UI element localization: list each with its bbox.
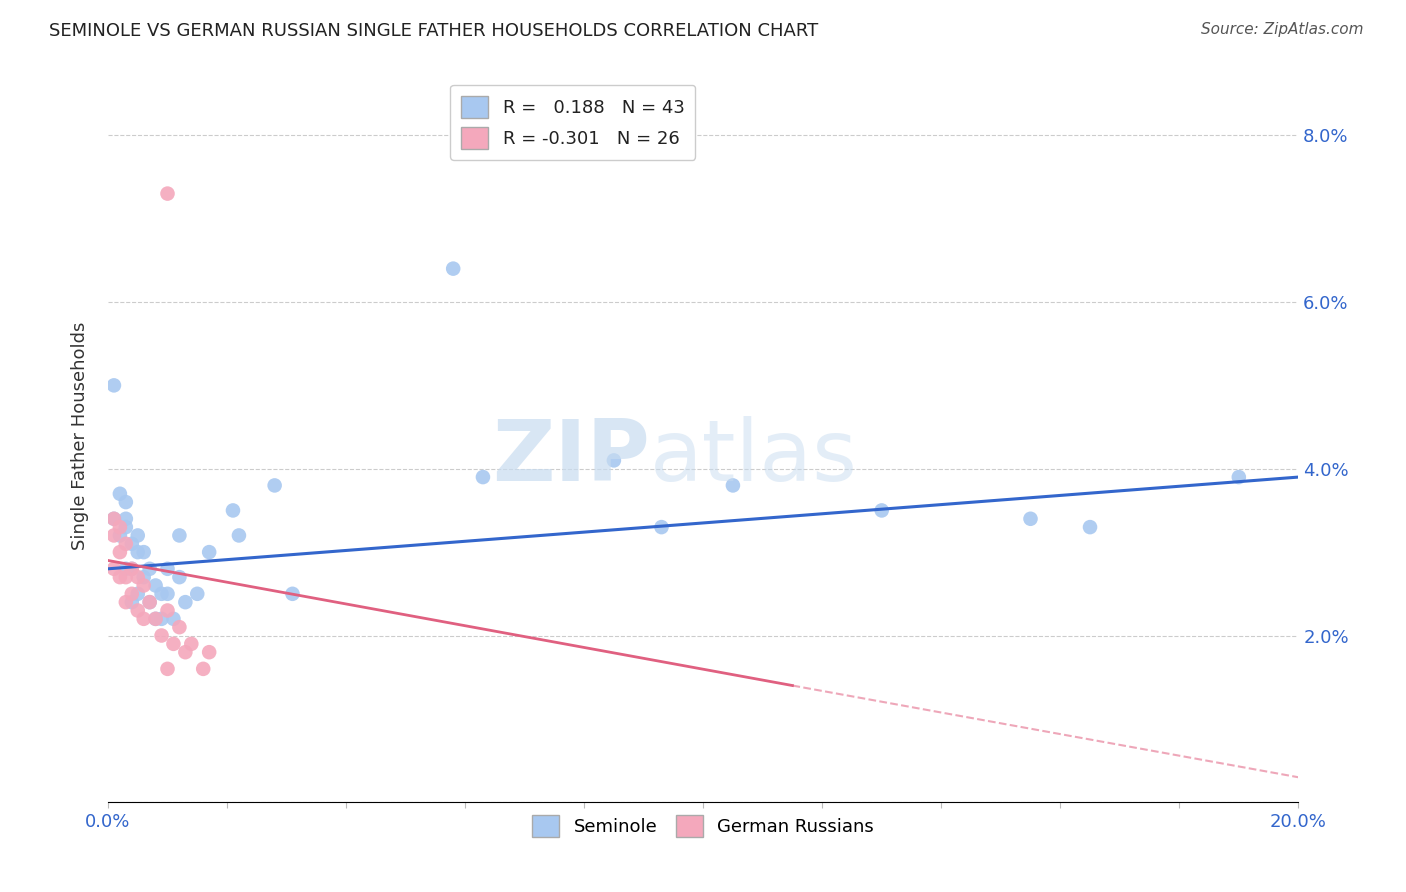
Point <box>162 612 184 626</box>
Point <box>180 637 202 651</box>
Point <box>115 595 138 609</box>
Point <box>103 512 125 526</box>
Point <box>156 587 179 601</box>
Point <box>156 603 179 617</box>
Point <box>156 186 179 201</box>
Point <box>127 570 149 584</box>
Text: Source: ZipAtlas.com: Source: ZipAtlas.com <box>1201 22 1364 37</box>
Text: ZIP: ZIP <box>492 416 650 499</box>
Point <box>150 612 173 626</box>
Point <box>121 595 143 609</box>
Point <box>108 528 131 542</box>
Point <box>198 545 221 559</box>
Point <box>103 512 125 526</box>
Point <box>108 545 131 559</box>
Point <box>108 520 131 534</box>
Point <box>115 512 138 526</box>
Point <box>115 562 138 576</box>
Point <box>169 620 191 634</box>
Point <box>603 453 626 467</box>
Point <box>222 503 245 517</box>
Point <box>198 645 221 659</box>
Point <box>108 570 131 584</box>
Point <box>169 570 191 584</box>
Text: atlas: atlas <box>650 416 858 499</box>
Point <box>870 503 893 517</box>
Point <box>103 562 125 576</box>
Y-axis label: Single Father Households: Single Father Households <box>72 321 89 549</box>
Point <box>138 595 160 609</box>
Legend: Seminole, German Russians: Seminole, German Russians <box>524 808 882 845</box>
Point <box>150 628 173 642</box>
Point <box>115 495 138 509</box>
Point <box>103 528 125 542</box>
Point <box>169 528 191 542</box>
Point <box>150 587 173 601</box>
Point <box>138 595 160 609</box>
Point <box>145 578 167 592</box>
Point <box>121 537 143 551</box>
Point <box>127 587 149 601</box>
Point <box>132 570 155 584</box>
Point <box>121 562 143 576</box>
Point <box>103 378 125 392</box>
Point <box>162 637 184 651</box>
Point <box>115 520 138 534</box>
Point <box>132 578 155 592</box>
Point <box>115 570 138 584</box>
Text: SEMINOLE VS GERMAN RUSSIAN SINGLE FATHER HOUSEHOLDS CORRELATION CHART: SEMINOLE VS GERMAN RUSSIAN SINGLE FATHER… <box>49 22 818 40</box>
Point <box>145 612 167 626</box>
Point <box>193 662 215 676</box>
Point <box>115 537 138 551</box>
Point <box>127 528 149 542</box>
Point <box>174 645 197 659</box>
Point <box>1227 470 1250 484</box>
Point <box>156 662 179 676</box>
Point <box>132 612 155 626</box>
Point <box>121 562 143 576</box>
Point <box>174 595 197 609</box>
Point <box>132 545 155 559</box>
Point <box>156 562 179 576</box>
Point <box>281 587 304 601</box>
Point <box>108 487 131 501</box>
Point <box>186 587 208 601</box>
Point <box>127 545 149 559</box>
Point <box>145 612 167 626</box>
Point <box>263 478 285 492</box>
Point <box>127 603 149 617</box>
Point <box>1019 512 1042 526</box>
Point <box>721 478 744 492</box>
Point <box>138 562 160 576</box>
Point <box>471 470 494 484</box>
Point <box>441 261 464 276</box>
Point <box>228 528 250 542</box>
Point <box>1078 520 1101 534</box>
Point <box>121 587 143 601</box>
Point <box>650 520 672 534</box>
